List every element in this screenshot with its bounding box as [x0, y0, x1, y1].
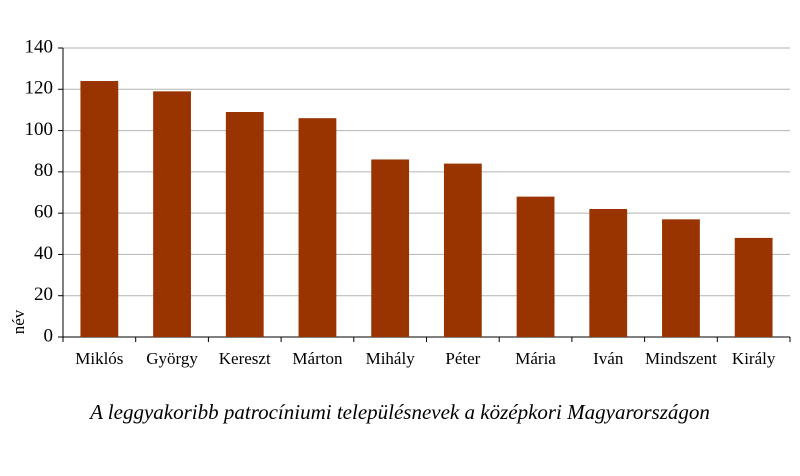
bar [662, 219, 700, 337]
x-tick-label: Király [732, 349, 776, 368]
bar [371, 159, 410, 337]
bar [734, 237, 773, 337]
x-tick-label: Péter [445, 349, 480, 368]
y-tick-label: 40 [34, 243, 53, 264]
y-tick-label: 20 [34, 284, 53, 305]
bar [225, 111, 264, 337]
y-tick-label: 60 [34, 202, 53, 223]
bar [80, 81, 119, 338]
x-tick-label: György [146, 349, 198, 368]
x-tick-label: Miklós [75, 349, 123, 368]
chart: név 0 20 40 60 80 100 120 140 Miklós György Keresz… [9, 36, 791, 368]
y-tick-label: 140 [25, 36, 54, 57]
bar [298, 118, 337, 337]
x-tick-label: Mindszent [645, 349, 717, 368]
y-tick-label: 120 [25, 78, 54, 99]
y-tick-label: 0 [44, 325, 54, 346]
y-axis-label: név [9, 309, 28, 334]
x-tick-label: Mihály [366, 349, 416, 368]
y-tick-label: 80 [34, 160, 53, 181]
x-tick-label: Mária [515, 349, 556, 368]
x-tick-label: Kereszt [219, 349, 271, 368]
bar [516, 196, 555, 337]
bar [153, 91, 191, 337]
bar [443, 163, 482, 337]
x-tick-label: Márton [292, 349, 343, 368]
x-tick-label: Iván [593, 349, 624, 368]
y-tick-label: 100 [25, 119, 54, 140]
chart-title: A leggyakoribb patrocíniumi településnev… [90, 400, 710, 424]
bar [589, 209, 628, 337]
